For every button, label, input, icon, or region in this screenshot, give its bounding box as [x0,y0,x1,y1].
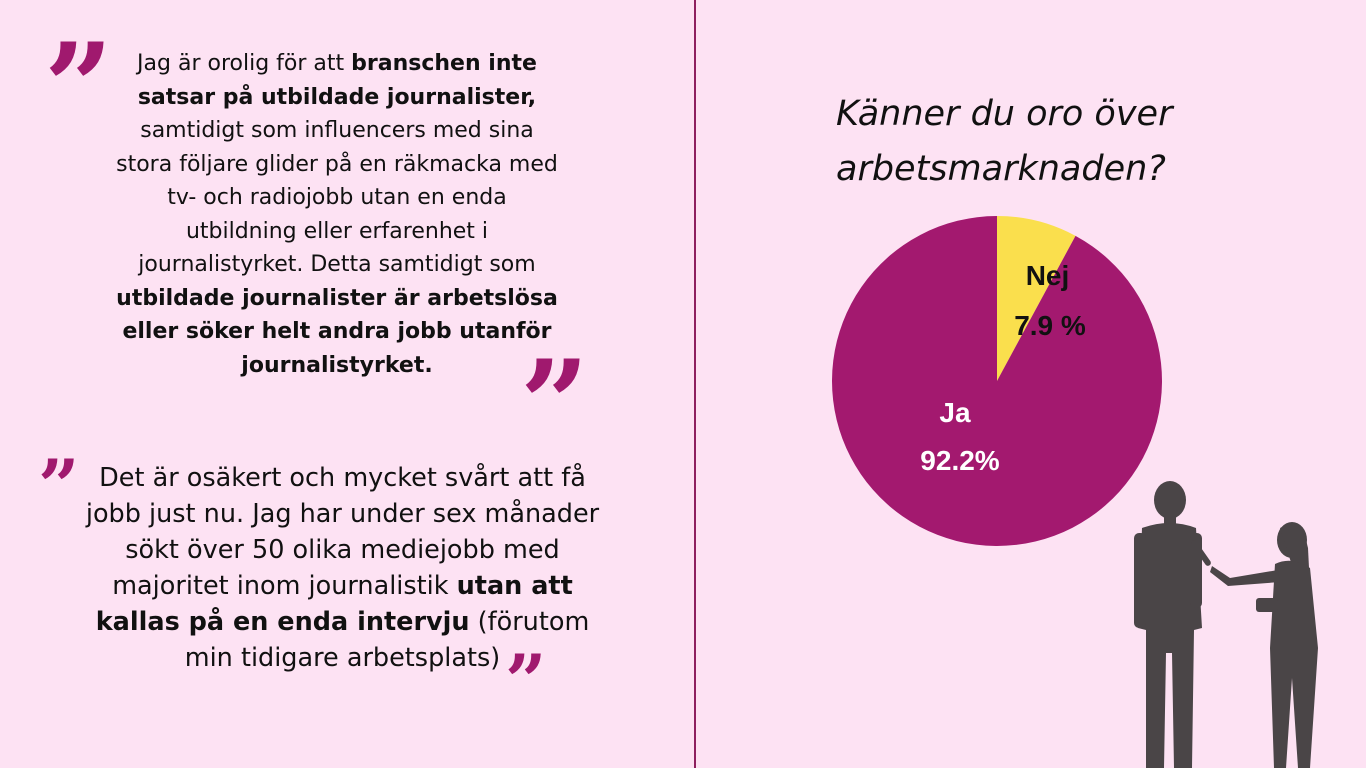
pie-slice-nej [997,216,1076,381]
quote-1: Jag är orolig för att branschen inte sat… [112,47,562,382]
pie-chart [832,216,1162,546]
quote-2-text-b: (förutom min tidigare arbetsplats) [184,607,590,673]
quote-mark-icon: ” [520,334,589,475]
slice-value-nej: 7.9 % [1014,310,1086,341]
quote-mark-icon: ” [505,638,546,723]
quote-2-bold-a: utan att kallas på en enda intervju [95,571,573,637]
quote-1-text-b: samtidigt som influencers med sina stora… [116,118,558,277]
slice-label-ja: Ja [939,397,971,428]
quote-1-bold-b: utbildade journalister är arbetslösa ell… [116,285,558,378]
interview-silhouette-icon [1134,481,1318,768]
quote-1-bold-a: branschen inte satsar på utbildade journ… [137,51,537,110]
vertical-divider [694,0,696,768]
quote-2-text-a: Det är osäkert och mycket svårt att få j… [85,463,600,601]
pie-slice-ja [832,216,1162,546]
slice-label-nej: Nej [1025,260,1070,291]
quote-1-text-a: Jag är orolig för att [137,51,352,76]
quote-mark-icon: ” [44,17,113,158]
quote-mark-icon: ” [38,443,79,528]
slice-value-ja: 92.2% [920,445,1000,476]
chart-title: Känner du oro över arbetsmarknaden? [836,94,1173,190]
quote-2: Det är osäkert och mycket svårt att få j… [70,460,615,676]
